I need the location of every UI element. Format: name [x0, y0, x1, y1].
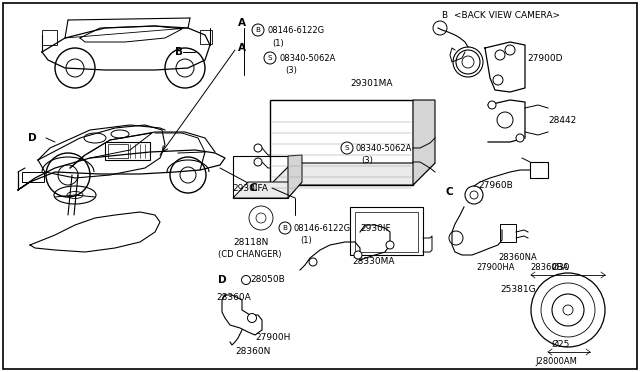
Circle shape: [241, 276, 250, 285]
Text: D: D: [218, 275, 227, 285]
Text: (1): (1): [300, 235, 312, 244]
Text: Ø25: Ø25: [552, 340, 570, 349]
Polygon shape: [413, 100, 435, 185]
Bar: [42, 30, 57, 45]
Text: (1): (1): [272, 38, 284, 48]
Text: B  <BACK VIEW CAMERA>: B <BACK VIEW CAMERA>: [442, 10, 560, 19]
Text: 28442: 28442: [548, 115, 576, 125]
Text: (3): (3): [285, 65, 297, 74]
Text: 2930IFA: 2930IFA: [232, 183, 268, 192]
Text: C: C: [250, 183, 258, 193]
Text: B: B: [282, 225, 287, 231]
Text: 08340-5062A: 08340-5062A: [356, 144, 412, 153]
Polygon shape: [233, 182, 302, 198]
Polygon shape: [270, 163, 435, 185]
Text: 28360NA: 28360NA: [498, 253, 537, 263]
Polygon shape: [288, 155, 302, 198]
Circle shape: [254, 144, 262, 152]
Text: 27960B: 27960B: [478, 180, 513, 189]
Text: 2930IF: 2930IF: [360, 224, 390, 232]
Text: 28118N: 28118N: [233, 237, 268, 247]
Text: 28360A: 28360A: [216, 294, 251, 302]
Text: 27900HA: 27900HA: [476, 263, 515, 273]
Text: C: C: [446, 187, 454, 197]
Text: 08146-6122G: 08146-6122G: [294, 224, 351, 232]
Bar: [350, 207, 423, 255]
Text: 27900D: 27900D: [527, 54, 563, 62]
Text: 28360BA: 28360BA: [530, 263, 568, 273]
Text: D: D: [28, 133, 36, 143]
Text: A: A: [238, 43, 246, 53]
Bar: [500, 224, 516, 242]
Circle shape: [279, 222, 291, 234]
Text: 29301MA: 29301MA: [350, 78, 392, 87]
Text: 27900H: 27900H: [255, 334, 291, 343]
Bar: [355, 212, 418, 252]
Circle shape: [505, 45, 515, 55]
Circle shape: [252, 24, 264, 36]
Text: A: A: [238, 18, 246, 28]
Text: 08146-6122G: 08146-6122G: [267, 26, 324, 35]
Circle shape: [386, 241, 394, 249]
Circle shape: [309, 258, 317, 266]
Text: B: B: [175, 47, 183, 57]
Circle shape: [264, 52, 276, 64]
Text: 28050B: 28050B: [250, 276, 285, 285]
Bar: [22, 172, 44, 182]
Text: 28360N: 28360N: [235, 347, 270, 356]
Text: (3): (3): [361, 155, 373, 164]
Bar: [270, 100, 413, 185]
Text: B: B: [255, 27, 260, 33]
Text: Ø30: Ø30: [552, 263, 570, 272]
Bar: [233, 156, 288, 198]
Text: J28000AM: J28000AM: [535, 357, 577, 366]
Circle shape: [516, 134, 524, 142]
Circle shape: [254, 158, 262, 166]
Bar: [200, 30, 212, 44]
Circle shape: [488, 101, 496, 109]
Circle shape: [248, 314, 257, 323]
Text: 25381G: 25381G: [500, 285, 536, 295]
Bar: [530, 162, 548, 178]
Bar: [108, 144, 128, 158]
Circle shape: [354, 251, 362, 259]
Text: S: S: [268, 55, 272, 61]
Text: 08340-5062A: 08340-5062A: [280, 54, 337, 62]
Text: (CD CHANGER): (CD CHANGER): [218, 250, 282, 260]
Bar: [105, 142, 150, 160]
Circle shape: [341, 142, 353, 154]
Text: 28330MA: 28330MA: [352, 257, 394, 266]
Text: S: S: [345, 145, 349, 151]
